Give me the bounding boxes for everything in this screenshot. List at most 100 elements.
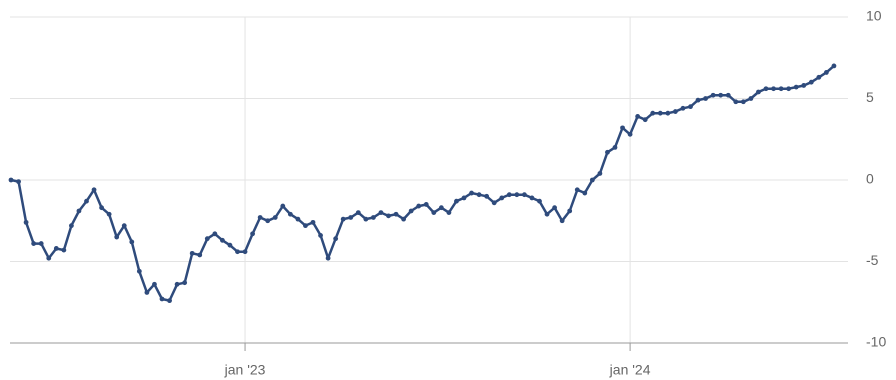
data-point [348,215,354,220]
x-tick-label: jan '24 [609,362,651,378]
y-tick-label: 10 [866,8,882,24]
data-point [318,233,323,238]
data-point [567,208,573,214]
data-point [386,213,391,219]
data-point [272,215,278,220]
data-point [688,104,693,110]
data-point [363,216,369,222]
data-point [136,268,142,274]
data-point [144,290,150,295]
data-point [786,86,792,92]
data-point [325,255,331,261]
data-point [574,187,580,193]
data-point [718,92,724,98]
data-point [46,255,52,261]
data-point [499,195,505,201]
data-point [31,241,37,246]
data-point [333,236,339,242]
data-point [695,97,701,103]
data-point [544,211,550,217]
data-point [91,187,97,193]
data-point [657,110,663,116]
data-point [416,203,422,209]
data-point [106,211,112,217]
data-point [310,219,316,225]
data-point [522,192,527,198]
y-tick-label: 5 [866,89,874,105]
data-point [808,79,814,85]
data-point [725,92,731,98]
data-point [152,281,157,287]
data-point [121,223,127,229]
data-point [38,241,44,246]
data-point [257,215,263,220]
data-point [431,210,437,216]
data-point [461,195,467,201]
y-tick-label: -5 [866,252,879,268]
data-point [454,198,459,204]
data-point [642,117,648,123]
data-point [438,205,444,211]
data-point [212,231,218,237]
data-point [204,236,210,242]
data-point [174,281,180,287]
data-point [801,83,807,88]
data-point [514,192,520,198]
data-point [605,149,610,155]
data-point [220,237,225,243]
data-point [355,210,361,216]
data-point [189,250,195,256]
data-point [680,105,686,111]
data-point [378,210,384,216]
data-point [250,231,256,237]
data-point [552,205,557,211]
data-point [793,84,799,90]
data-point [506,192,512,198]
data-point [537,198,542,204]
data-point [16,179,21,185]
data-point [393,211,399,217]
data-point [8,177,14,183]
data-point [491,200,497,206]
data-point [710,92,716,98]
data-point [242,249,248,255]
data-point [159,296,165,302]
data-point [23,219,29,225]
data-point [748,96,754,101]
data-point [763,86,769,92]
data-point [597,171,603,176]
data-point [287,211,293,217]
data-point [182,280,188,286]
data-point [627,131,633,137]
data-point [756,89,761,95]
x-tick-label: jan '23 [224,362,266,378]
data-point [484,193,490,199]
data-point [446,210,452,216]
data-point [733,99,739,105]
data-point [771,86,776,92]
data-line [10,64,835,302]
data-point [53,246,59,251]
data-point [476,192,482,198]
data-point [650,110,656,116]
data-point [401,216,406,222]
data-point [824,70,829,75]
data-point [84,198,89,204]
data-point [831,63,837,69]
data-point [76,208,82,214]
y-tick-label: 0 [866,171,874,187]
data-point [703,96,708,101]
data-point [816,74,822,80]
data-point [371,215,376,220]
data-point [197,252,203,258]
data-point [635,114,641,119]
data-point [114,234,120,240]
data-point [673,109,678,114]
data-point [235,249,240,255]
data-point [280,203,286,209]
data-point [265,218,271,224]
data-point [582,190,588,196]
data-point [589,177,595,183]
data-point [612,145,618,150]
